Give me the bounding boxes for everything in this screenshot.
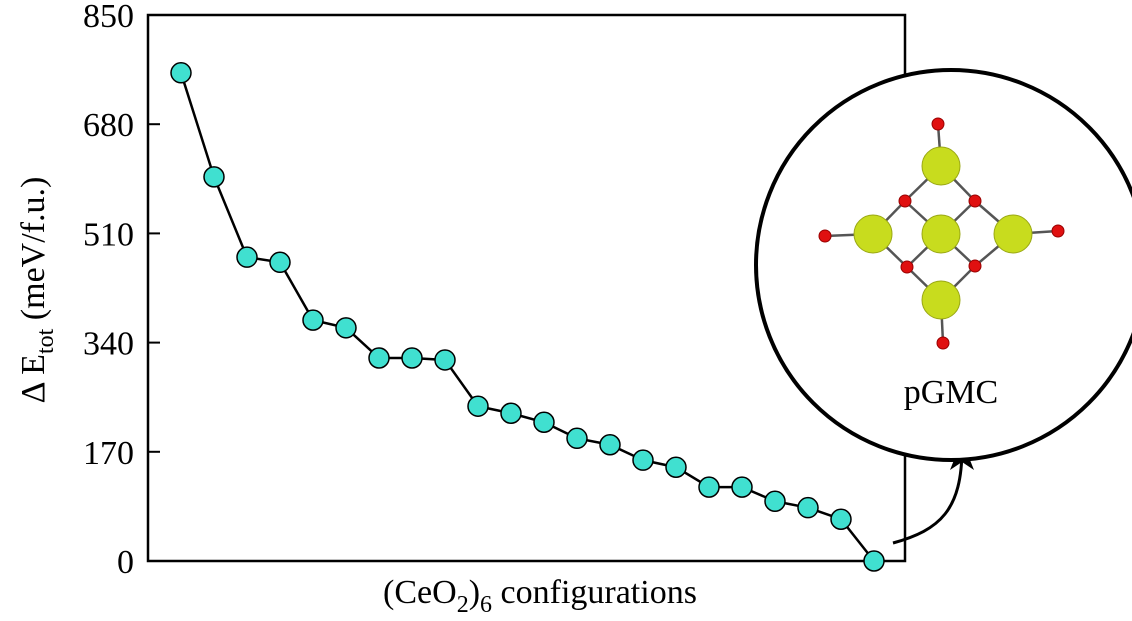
y-tick-label: 850 — [83, 0, 134, 35]
data-point — [633, 450, 653, 470]
y-tick-label: 170 — [83, 435, 134, 472]
x-label-part: ) — [469, 574, 480, 611]
data-point — [567, 428, 587, 448]
x-label-sub: 2 — [457, 592, 469, 618]
data-point — [171, 63, 191, 83]
x-label-part: (CeO — [383, 574, 457, 611]
structure-inset: pGMC — [756, 70, 1132, 543]
data-point — [732, 477, 752, 497]
data-point — [699, 477, 719, 497]
data-point — [402, 348, 422, 368]
data-point — [336, 318, 356, 338]
x-axis-label: (CeO2)6 configurations — [383, 574, 697, 618]
data-point — [765, 491, 785, 511]
annotation: pGMC — [904, 374, 998, 411]
y-axis-label: Δ Etot (meV/f.u.) — [15, 177, 59, 404]
y-label-part: (meV/f.u.) — [15, 177, 52, 329]
data-point — [600, 435, 620, 455]
data-point — [369, 348, 389, 368]
x-label-part: configurations — [492, 574, 697, 611]
data-point — [237, 247, 257, 267]
y-tick-label: 340 — [83, 326, 134, 363]
y-label-part: Δ E — [15, 354, 52, 403]
y-tick-label: 510 — [83, 216, 134, 253]
data-point — [204, 167, 224, 187]
data-point — [468, 396, 488, 416]
data-point — [303, 310, 323, 330]
arrow — [893, 448, 962, 543]
data-point — [831, 509, 851, 529]
y-tick-label: 680 — [83, 107, 134, 144]
data-point — [501, 403, 521, 423]
y-tick-label: 0 — [117, 544, 134, 581]
data-point — [666, 457, 686, 477]
data-point — [798, 498, 818, 518]
data-point — [864, 551, 884, 571]
data-point — [435, 350, 455, 370]
y-label-sub: tot — [33, 328, 59, 354]
x-label-sub: 6 — [480, 592, 492, 618]
chart: (CeO2)6 configurations Δ Etot (meV/f.u.)… — [0, 0, 1132, 621]
data-point — [270, 252, 290, 272]
data-point — [534, 412, 554, 432]
